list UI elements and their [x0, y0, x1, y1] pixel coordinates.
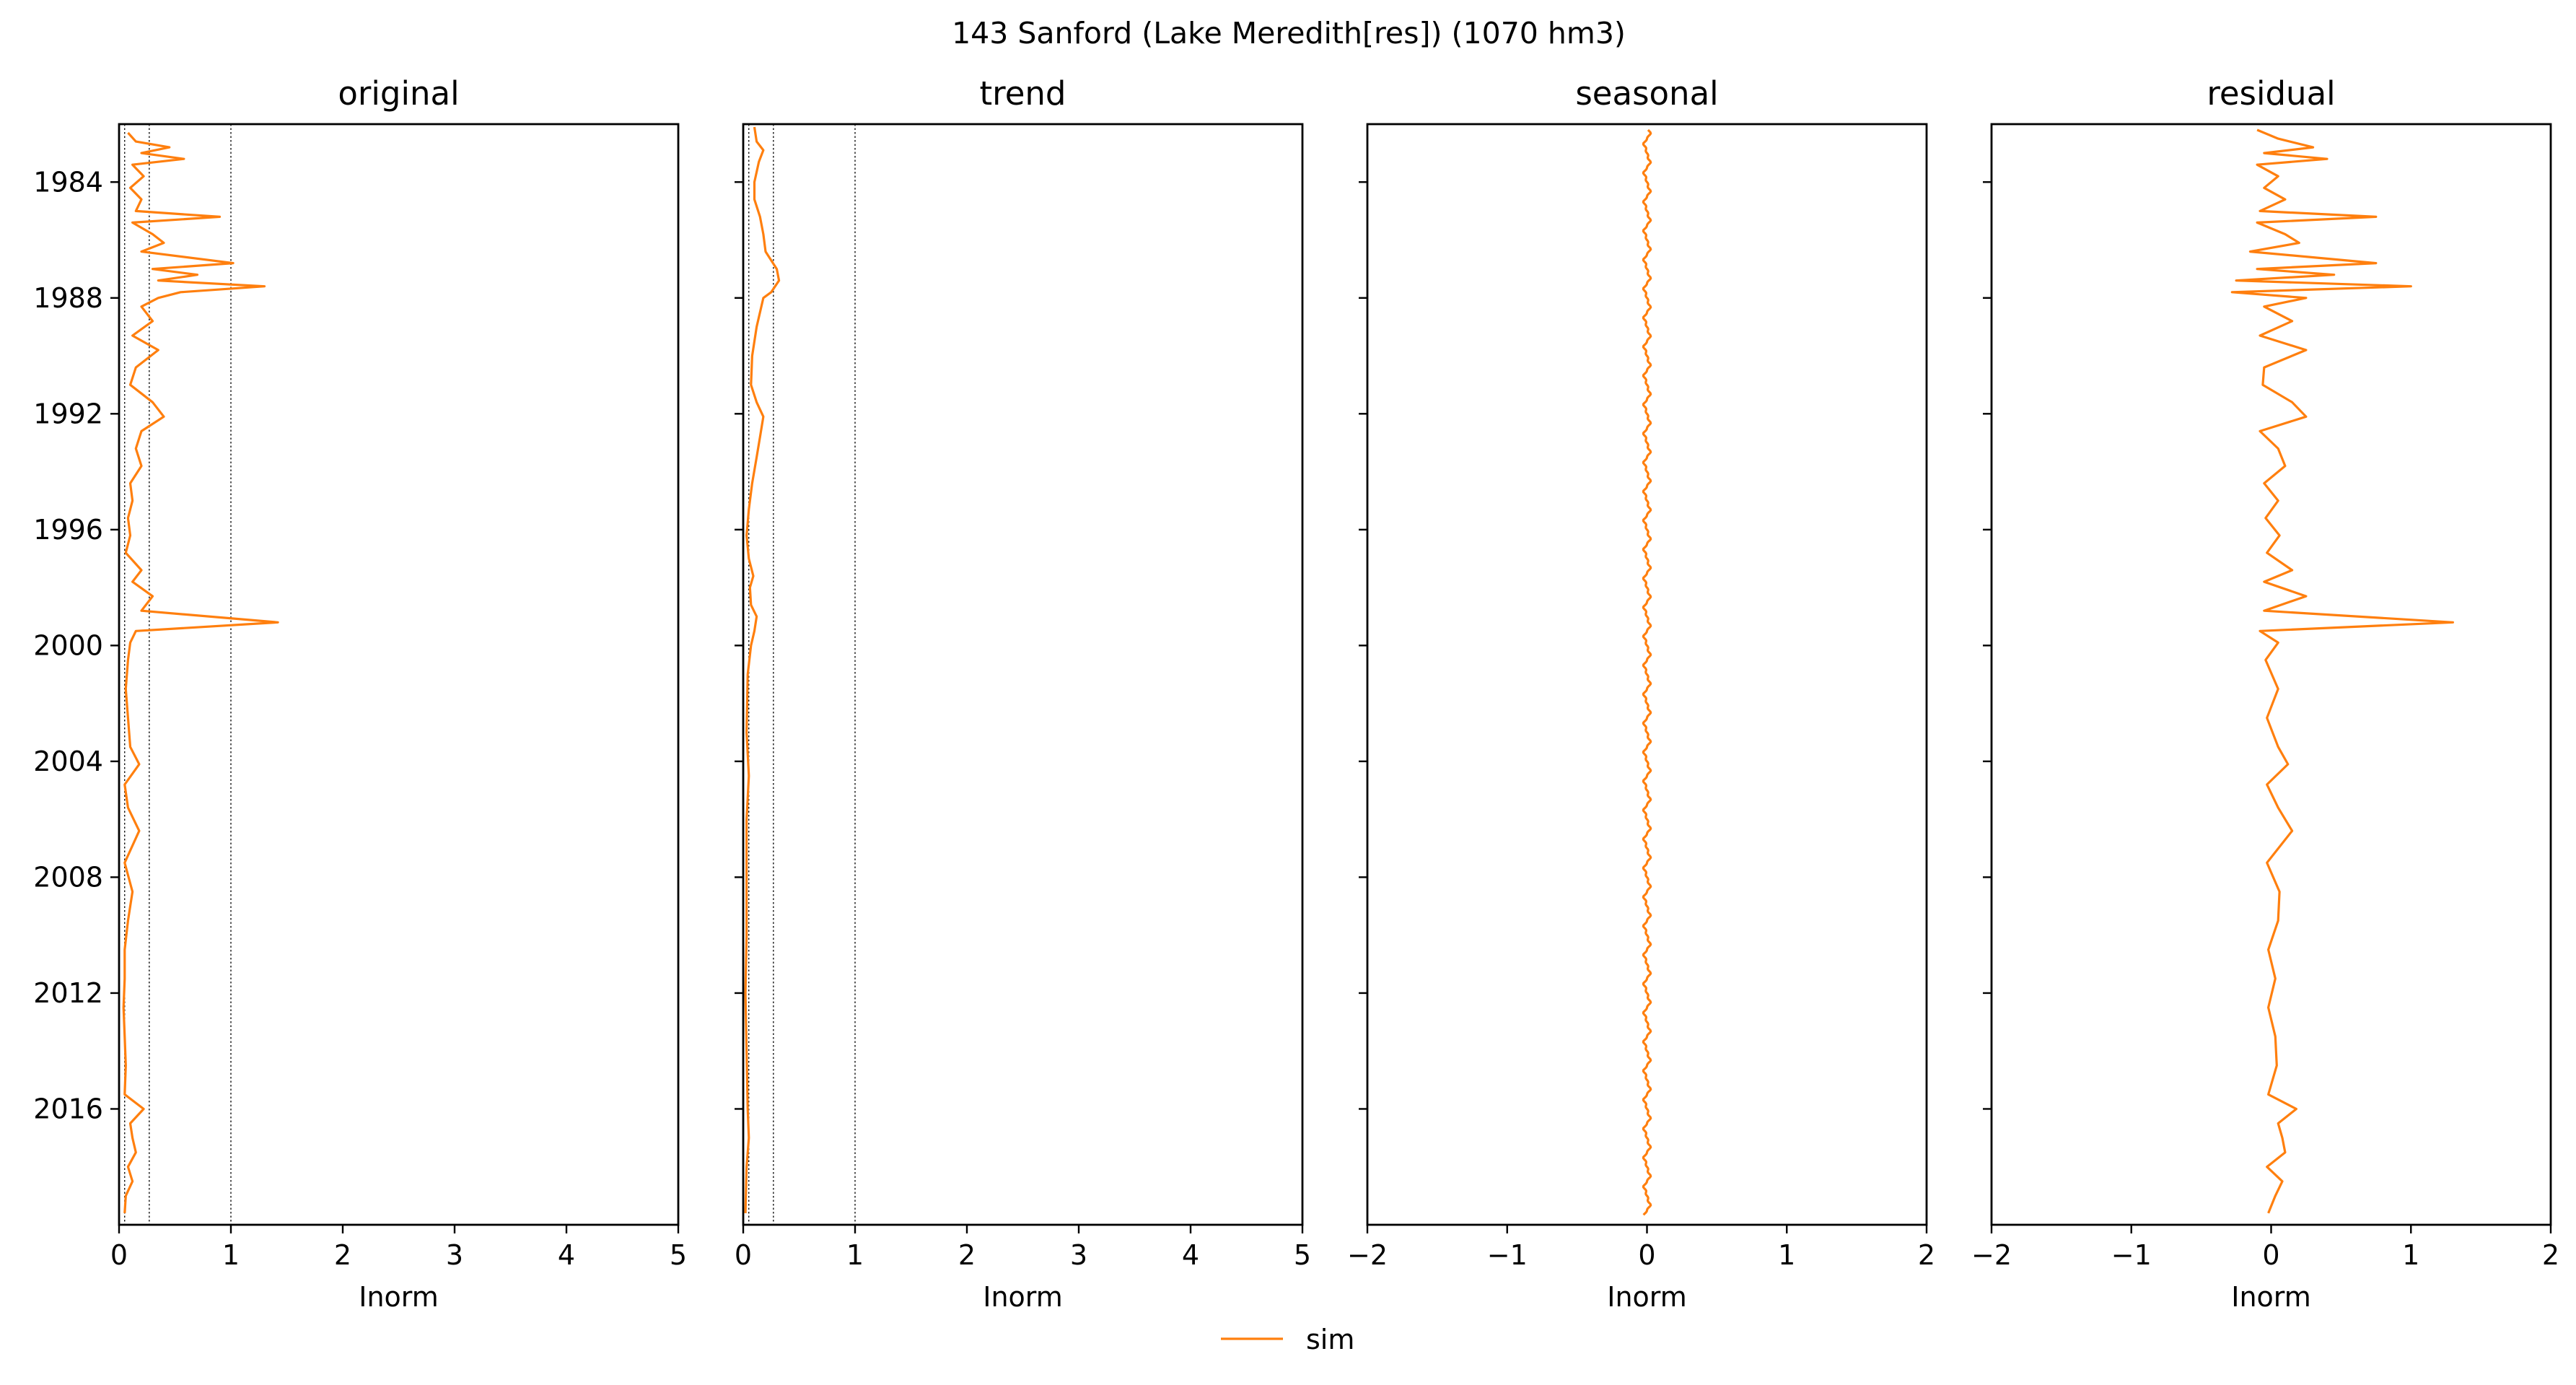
- panel-title-trend: trend: [980, 74, 1066, 113]
- panel-title-original: original: [338, 74, 459, 113]
- x-axis-label: Inorm: [2231, 1281, 2311, 1313]
- y-tick-label: 2000: [33, 629, 103, 661]
- x-tick-label: 2: [1918, 1239, 1935, 1271]
- x-tick-label: 1: [846, 1239, 864, 1271]
- x-tick-label: 0: [110, 1239, 128, 1271]
- x-tick-label: 3: [1070, 1239, 1087, 1271]
- plot-frame: [742, 123, 1304, 1226]
- x-tick-label: −1: [1487, 1239, 1528, 1271]
- x-axis-label: Inorm: [983, 1281, 1063, 1313]
- y-tick-label: 1984: [33, 166, 103, 198]
- y-tick-label: 2016: [33, 1093, 103, 1124]
- panel-title-seasonal: seasonal: [1575, 74, 1718, 113]
- x-tick-label: 5: [670, 1239, 687, 1271]
- x-tick-label: −1: [2111, 1239, 2152, 1271]
- y-tick-label: 2004: [33, 746, 103, 777]
- x-axis-label: Inorm: [359, 1281, 439, 1313]
- x-tick-label: 0: [2262, 1239, 2279, 1271]
- x-tick-label: 2: [958, 1239, 976, 1271]
- x-tick-label: 2: [334, 1239, 351, 1271]
- panel-seasonal: seasonal −2 −1 0 1 2 Inorm: [1347, 74, 1935, 1313]
- y-tick-label: 1996: [33, 514, 103, 546]
- x-tick-label: −2: [1347, 1239, 1388, 1271]
- panel-title-residual: residual: [2207, 74, 2335, 113]
- panel-residual: residual −2 −1 0 1 2 Inorm: [1971, 74, 2559, 1313]
- x-tick-label: 4: [558, 1239, 575, 1271]
- series-line-sim: [2230, 128, 2454, 1214]
- plot-frame: [118, 123, 680, 1226]
- y-tick-label: 2012: [33, 977, 103, 1009]
- x-tick-label: 5: [1294, 1239, 1311, 1271]
- panel-original: original 0 1 2 3 4 5 Inorm 1984 1988 1992 1996 2000 2…: [33, 74, 687, 1313]
- y-tick-label: 1992: [33, 398, 103, 429]
- x-tick-label: 3: [446, 1239, 463, 1271]
- series-line-sim: [744, 126, 781, 1213]
- series-line-sim: [1642, 128, 1652, 1216]
- x-axis-label: Inorm: [1607, 1281, 1687, 1313]
- x-tick-label: −2: [1971, 1239, 2012, 1271]
- series-line-sim: [122, 131, 279, 1213]
- figure-title: 143 Sanford (Lake Meredith[res]) (1070 h…: [952, 16, 1626, 51]
- x-tick-label: 1: [222, 1239, 240, 1271]
- y-tick-label: 1988: [33, 282, 103, 314]
- x-tick-label: 0: [1638, 1239, 1655, 1271]
- x-tick-label: 1: [1778, 1239, 1795, 1271]
- legend: sim: [1221, 1324, 1354, 1355]
- y-tick-label: 2008: [33, 861, 103, 893]
- panel-trend: trend 0 1 2 3 4 5 Inorm: [735, 74, 1311, 1313]
- x-tick-label: 0: [735, 1239, 752, 1271]
- x-tick-label: 2: [2542, 1239, 2559, 1271]
- x-tick-label: 1: [2402, 1239, 2419, 1271]
- x-tick-label: 4: [1182, 1239, 1199, 1271]
- legend-label-sim: sim: [1306, 1324, 1354, 1355]
